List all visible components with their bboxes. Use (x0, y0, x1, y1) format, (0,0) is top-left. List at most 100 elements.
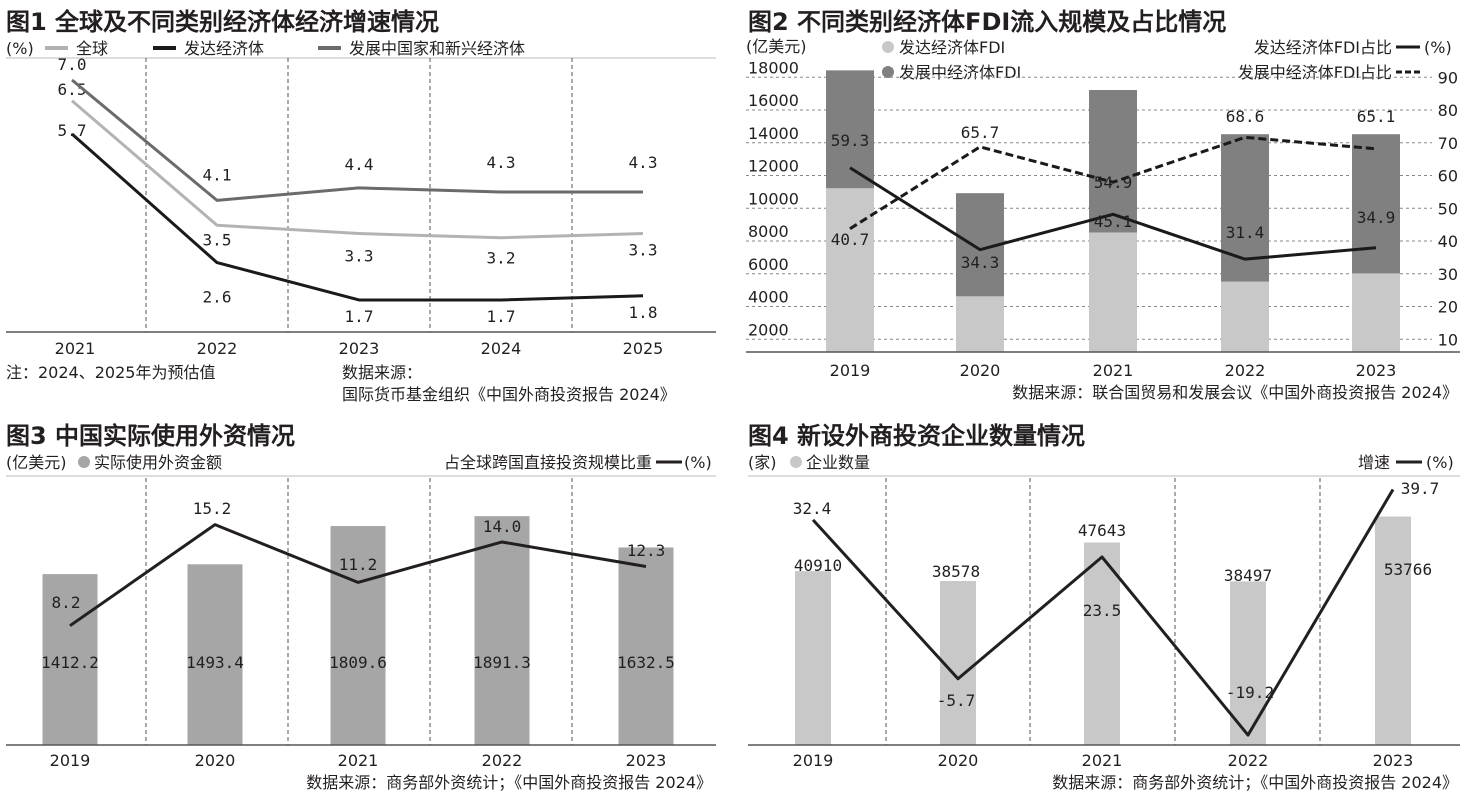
legend-developed-fdi: 发达经济体FDI (899, 38, 1005, 57)
chart2-line-developing-share (849, 135, 1377, 230)
chart2-ylabel: (亿美元) (746, 37, 807, 56)
chart2-source: 数据来源：联合国贸易和发展会议《中国外商投资报告 2024》 (1012, 383, 1458, 402)
chart2-data-label: 65.7 (961, 123, 1000, 142)
chart2-data-label: 68.6 (1226, 107, 1265, 126)
chart3-bar-label: 1891.3 (473, 653, 531, 672)
chart2-y-tick: 8000 (748, 222, 789, 241)
chart4-bar-label: 38497 (1224, 566, 1272, 585)
chart4-ylabel: (家) (748, 453, 777, 472)
chart3-bar (618, 547, 674, 745)
chart3-line-label: 14.0 (483, 517, 522, 536)
legend-dot-developing-fdi (882, 66, 894, 78)
chart2-y2-tick: 50 (1438, 199, 1458, 218)
chart2-bar-developing (1089, 90, 1137, 233)
chart4-line-label: -19.2 (1226, 683, 1274, 702)
chart3-bar-label: 1412.2 (41, 653, 99, 672)
chart3-bar-label: 1493.4 (186, 653, 244, 672)
chart4-bar-label: 53766 (1384, 560, 1432, 579)
chart3-bar (187, 564, 243, 745)
chart4-line-label: 39.7 (1401, 479, 1440, 498)
chart2-y-tick: 4000 (748, 288, 789, 307)
chart3-source: 数据来源：商务部外资统计；《中国外商投资报告 2024》 (306, 773, 712, 792)
chart2-x-tick: 2019 (830, 361, 871, 380)
chart3-x-tick: 2019 (50, 751, 91, 770)
chart2-bar-developed (1352, 273, 1400, 352)
chart2-data-label: 40.7 (831, 230, 870, 249)
chart2-title: 图2 不同类别经济体FDI流入规模及占比情况 (748, 8, 1226, 36)
chart1-line-0 (71, 99, 644, 240)
chart2-y2label: (%) (1424, 38, 1452, 57)
legend-global-share: 占全球跨国直接投资规模比重 (444, 453, 652, 472)
chart1-source-1: 数据来源： (342, 363, 422, 382)
chart4-x-tick: 2020 (938, 751, 979, 770)
chart1-data-label: 4.1 (203, 165, 232, 184)
chart1-x-tick: 2025 (623, 339, 664, 358)
chart3-bar (42, 574, 98, 745)
chart3-title: 图3 中国实际使用外资情况 (6, 422, 295, 450)
chart1-data-label: 3.3 (629, 241, 658, 260)
chart4-bar (940, 581, 976, 745)
chart2-x-tick: 2021 (1093, 361, 1134, 380)
chart1-x-tick: 2023 (339, 339, 380, 358)
chart2-y2-tick: 40 (1438, 232, 1458, 251)
chart4-bar (1375, 516, 1411, 745)
chart2-x-tick: 2023 (1356, 361, 1397, 380)
chart1-x-tick: 2024 (481, 339, 522, 358)
legend-developed: 发达经济体 (184, 39, 264, 58)
chart2-bar-developed (826, 188, 874, 352)
legend-growth: 增速 (1358, 453, 1390, 472)
chart3-line-label: 8.2 (52, 593, 81, 612)
chart3-line-share (69, 523, 647, 627)
chart4-x-tick: 2023 (1373, 751, 1414, 770)
chart3-x-tick: 2022 (482, 751, 523, 770)
legend-developing-fdi: 发展中经济体FDI (899, 63, 1021, 82)
chart2-y2-tick: 60 (1438, 167, 1458, 186)
chart1-data-label: 4.4 (345, 155, 374, 174)
legend-fdi-amount: 实际使用外资金额 (94, 453, 222, 472)
legend-dot-fdi-amount (78, 456, 90, 468)
chart4-line-label: 23.5 (1083, 601, 1122, 620)
chart2-data-label: 34.9 (1357, 208, 1396, 227)
chart1-data-label: 4.3 (487, 153, 516, 172)
legend-enterprises: 企业数量 (806, 453, 870, 472)
chart2-data-label: 59.3 (831, 131, 870, 150)
chart1-data-label: 3.2 (487, 249, 516, 268)
chart3-x-tick: 2023 (626, 751, 667, 770)
chart1-title: 图1 全球及不同类别经济体经济增速情况 (6, 8, 439, 36)
chart1-data-label: 2.6 (203, 288, 232, 307)
chart3-line-label: 15.2 (193, 499, 232, 518)
chart2-bar-developing (1352, 134, 1400, 274)
legend-emerging: 发展中国家和新兴经济体 (349, 39, 525, 58)
chart2-y-tick: 12000 (748, 157, 799, 176)
chart1-data-label: 3.5 (203, 230, 232, 249)
legend-dot-enterprises (790, 456, 802, 468)
chart2-data-label: 65.1 (1357, 107, 1396, 126)
chart2-y2-tick: 20 (1438, 298, 1458, 317)
chart4-title: 图4 新设外商投资企业数量情况 (748, 422, 1085, 450)
chart2-y-tick: 2000 (748, 320, 789, 339)
chart1-x-tick: 2021 (55, 339, 96, 358)
chart1-ylabel: (%) (6, 39, 34, 58)
chart4-line-label: 32.4 (793, 499, 832, 518)
chart4-bar (1230, 581, 1266, 745)
chart2-y2-tick: 70 (1438, 134, 1458, 153)
chart3-bar (330, 526, 386, 745)
chart2-y2-tick: 80 (1438, 101, 1458, 120)
chart1-line-2 (71, 78, 643, 202)
chart4-x-tick: 2022 (1228, 751, 1269, 770)
chart2-bar-developing (826, 70, 874, 189)
chart2-y-tick: 18000 (748, 58, 799, 77)
chart2-y-tick: 10000 (748, 189, 799, 208)
chart4-bar-label: 47643 (1078, 521, 1126, 540)
chart4-line-growth (811, 488, 1395, 737)
legend-developed-share: 发达经济体FDI占比 (1254, 38, 1392, 57)
chart3-x-tick: 2021 (338, 751, 379, 770)
chart4-bar-label: 38578 (932, 562, 980, 581)
chart3-line-label: 11.2 (339, 555, 378, 574)
chart1-line-1 (71, 132, 644, 302)
chart1-source-2: 国际货币基金组织《中国外商投资报告 2024》 (342, 385, 676, 404)
chart2-y2-tick: 10 (1438, 330, 1458, 349)
chart2-y-tick: 14000 (748, 124, 799, 143)
